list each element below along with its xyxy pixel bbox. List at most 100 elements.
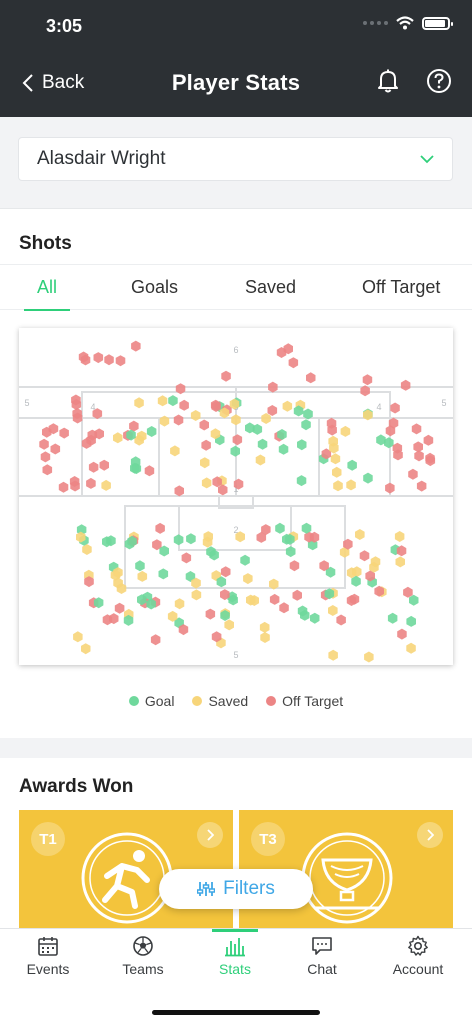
shot-marker (168, 395, 178, 407)
shot-marker (385, 482, 395, 494)
shot-marker (186, 533, 196, 545)
nav-chat-label: Chat (307, 961, 337, 977)
back-label: Back (42, 72, 85, 93)
shot-marker (413, 441, 423, 453)
shot-marker (200, 457, 210, 469)
shot-marker (86, 477, 96, 489)
trophy-emblem-icon (301, 832, 393, 924)
shot-marker (257, 438, 268, 450)
shot-marker (343, 538, 353, 550)
shot-marker (206, 546, 216, 558)
shot-marker (363, 472, 373, 484)
shot-marker (396, 545, 407, 557)
legend-goal-swatch (128, 696, 139, 706)
shot-marker (325, 566, 336, 578)
shot-marker (395, 556, 405, 568)
shot-marker (201, 477, 212, 489)
shot-marker (113, 577, 123, 589)
shot-map-canvas: 6 5 5 4 3 4 1 2 5 (19, 340, 453, 663)
shot-marker (333, 480, 343, 492)
tab-goals[interactable]: Goals (131, 277, 179, 297)
shots-section: Shots All Goals Saved Off Target 6 (0, 208, 472, 738)
nav-events[interactable]: Events (8, 935, 88, 977)
shot-marker (42, 426, 52, 438)
shot-marker (42, 464, 53, 476)
shot-marker (144, 465, 155, 477)
shot-marker (227, 591, 237, 603)
shot-marker (135, 560, 145, 572)
shot-marker (411, 423, 422, 435)
shot-marker (400, 379, 411, 391)
legend-goal: Goal (128, 693, 174, 709)
shot-marker (212, 476, 222, 488)
gear-icon (408, 935, 428, 956)
shot-marker (126, 429, 136, 441)
shot-marker (408, 468, 418, 480)
shot-tabs: All Goals Saved Off Target (0, 264, 472, 311)
shot-marker (152, 539, 162, 551)
shot-marker (384, 437, 394, 449)
shot-marker (73, 631, 83, 643)
shot-marker (76, 524, 87, 536)
chat-icon (312, 937, 332, 955)
shot-marker (175, 383, 186, 395)
shot-marker (301, 522, 312, 534)
nav-stats[interactable]: Stats (195, 935, 275, 977)
shot-marker (109, 613, 119, 625)
shot-marker (339, 546, 350, 558)
zone-label-right: 5 (441, 398, 446, 408)
shot-marker (94, 428, 104, 440)
shot-marker (285, 533, 295, 545)
help-icon[interactable] (426, 68, 452, 94)
chevron-right-icon[interactable] (417, 822, 443, 848)
shot-marker (243, 573, 253, 585)
shot-marker (423, 434, 434, 446)
shot-marker (346, 479, 356, 491)
legend-off-target: Off Target (266, 693, 343, 709)
shot-marker (255, 454, 266, 466)
nav-account[interactable]: Account (378, 935, 458, 977)
shot-marker (387, 612, 398, 624)
player-dropdown[interactable]: Alasdair Wright (18, 137, 453, 181)
shot-legend: Goal Saved Off Target (0, 693, 472, 709)
shot-marker (329, 442, 339, 454)
shot-marker (397, 628, 407, 640)
shot-marker (181, 552, 192, 564)
shot-marker (155, 522, 165, 534)
chevron-right-icon[interactable] (197, 822, 223, 848)
bell-icon[interactable] (376, 68, 400, 94)
shot-marker (261, 413, 271, 424)
shot-marker (256, 531, 267, 543)
shot-marker (220, 566, 231, 578)
zone-label-bottom: 5 (233, 650, 238, 660)
shot-marker (355, 529, 365, 540)
back-button[interactable]: Back (22, 72, 84, 94)
shot-marker (321, 448, 332, 460)
shot-marker (114, 602, 125, 614)
shot-marker (115, 355, 126, 367)
shot-marker (129, 420, 139, 432)
shot-marker (245, 422, 255, 434)
nav-teams[interactable]: Teams (103, 935, 183, 977)
tab-off-target[interactable]: Off Target (362, 277, 441, 297)
shot-marker (269, 578, 279, 590)
shot-marker (219, 407, 230, 419)
bottom-tab-bar: Events Teams Stats Chat Account (0, 928, 472, 1024)
shots-title: Shots (19, 233, 72, 254)
shot-marker (406, 615, 416, 627)
shot-marker (425, 455, 436, 467)
filters-button[interactable]: Filters (159, 869, 313, 909)
shot-marker (216, 576, 227, 588)
award-badge: T1 (31, 822, 65, 856)
shot-marker (276, 347, 287, 358)
nav-chat[interactable]: Chat (282, 935, 362, 977)
shot-marker (40, 451, 51, 463)
tab-saved[interactable]: Saved (245, 277, 297, 297)
shot-marker (297, 439, 307, 451)
shot-marker (414, 450, 424, 462)
shot-marker (351, 575, 361, 587)
shot-marker (150, 634, 161, 646)
shot-marker (332, 466, 342, 478)
tab-all[interactable]: All (37, 277, 58, 297)
shot-marker (306, 372, 316, 384)
